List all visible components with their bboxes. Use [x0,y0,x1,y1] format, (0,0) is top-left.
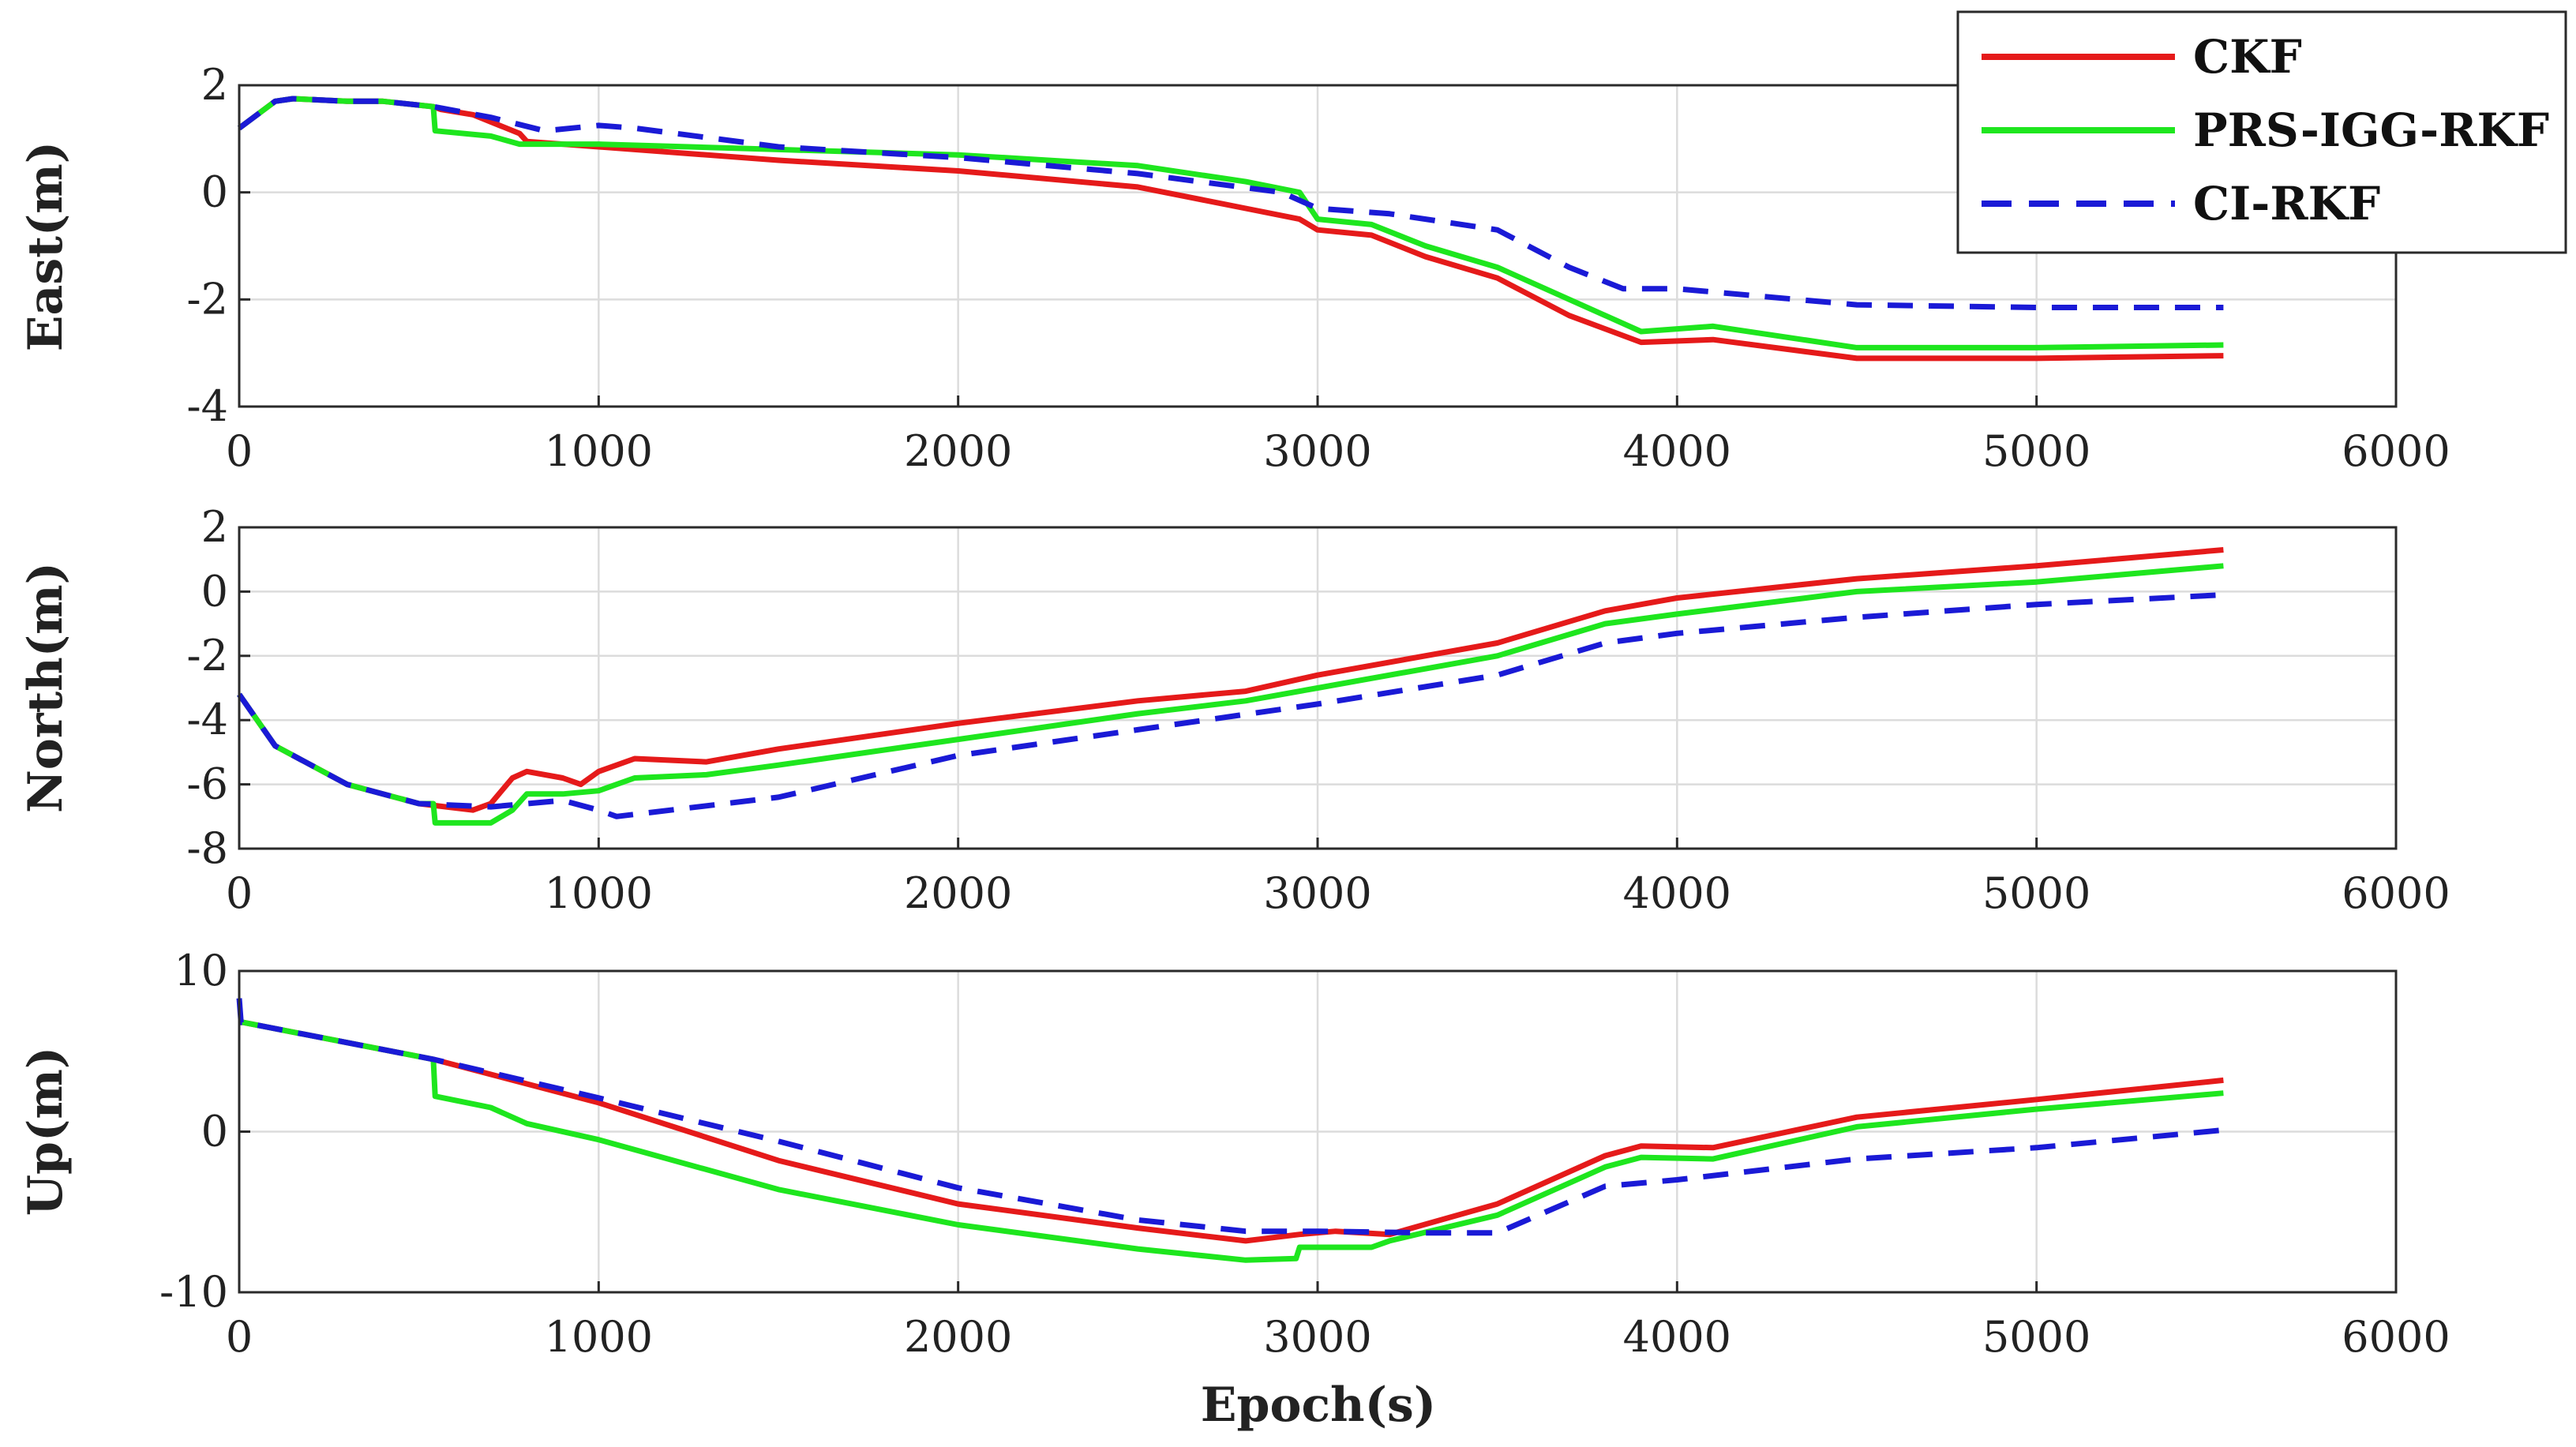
north-series-ckf [237,547,2224,813]
up-x-tick-label: 0 [226,1312,253,1362]
up-series-ci-rkf [236,998,2224,1236]
north-x-tick-label: 5000 [1982,868,2090,918]
north-x-tick-label: 2000 [904,868,1012,918]
north-y-tick-label: -4 [186,695,228,744]
east-y-tick-label: 0 [201,167,228,217]
east-x-tick-label: 4000 [1623,426,1731,476]
north-series-ci-rkf [237,592,2224,819]
east-series-ci-rkf [237,96,2224,310]
north-x-tick-label: 1000 [545,868,653,918]
east-x-tick-label: 3000 [1263,426,1371,476]
east-x-tick-label: 1000 [545,426,653,476]
x-axis-label: Epoch(s) [1201,1378,1436,1433]
up-x-tick-label: 4000 [1623,1312,1731,1362]
east-series-prs-igg-rkf [237,96,2224,351]
north-x-tick-label: 3000 [1263,868,1371,918]
legend: CKF PRS-IGG-RKF CI-RKF [1956,10,2567,254]
north-y-tick-label: 2 [201,502,228,552]
up-y-tick-label: 10 [174,946,228,995]
legend-label-ckf: CKF [2193,30,2302,84]
up-y-tick-label: -10 [159,1267,228,1317]
north-y-tick-label: -2 [186,631,228,680]
east-y-axis-label: East(m) [18,141,73,351]
east-x-tick-label: 0 [226,426,253,476]
up-x-tick-label: 1000 [545,1312,653,1362]
north-y-tick-label: 0 [201,566,228,616]
up-y-axis-label: Up(m) [18,1047,73,1216]
up-x-tick-label: 6000 [2342,1312,2450,1362]
north-y-axis-label: North(m) [18,562,73,813]
up-y-tick-label: 0 [201,1107,228,1156]
east-x-tick-label: 5000 [1982,426,2090,476]
north-x-tick-label: 4000 [1623,868,1731,918]
north-y-tick-label: -8 [186,823,228,873]
east-y-tick-label: -2 [186,274,228,324]
east-x-tick-label: 6000 [2342,426,2450,476]
legend-label-prs-igg-rkf: PRS-IGG-RKF [2193,103,2549,157]
north-panel: 0 1000 2000 3000 4000 5000 6000 -8 -6 -4 -2 0 2 North… [18,502,2450,918]
legend-label-ci-rkf: CI-RKF [2193,177,2380,231]
east-panel: 0 1000 2000 3000 4000 5000 6000 -4 -2 0 2 East(m) [18,60,2450,476]
north-x-tick-label: 0 [226,868,253,918]
north-series-prs-igg-rkf [237,563,2224,826]
east-x-tick-label: 2000 [904,426,1012,476]
up-x-tick-label: 3000 [1263,1312,1371,1362]
up-x-tick-label: 2000 [904,1312,1012,1362]
up-x-tick-label: 5000 [1982,1312,2090,1362]
north-x-tick-label: 6000 [2342,868,2450,918]
north-y-tick-label: -6 [186,759,228,809]
up-series-prs-igg-rkf [239,1019,2224,1263]
east-y-tick-label: -4 [186,381,228,431]
east-y-tick-label: 2 [201,60,228,110]
